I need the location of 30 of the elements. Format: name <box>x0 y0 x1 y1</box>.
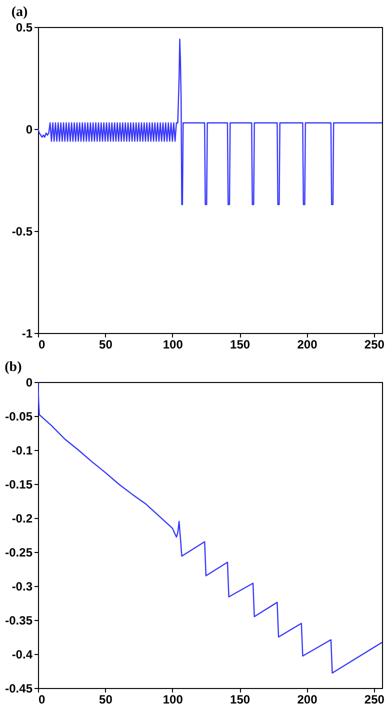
y-tick-label: 0 <box>26 376 33 390</box>
y-tick-label: -0.4 <box>12 648 33 662</box>
x-tick-label: 0 <box>38 692 46 706</box>
y-tick-label: -0.3 <box>12 580 33 594</box>
y-tick-label: -1 <box>22 326 33 340</box>
x-tick-label: 250 <box>364 338 385 352</box>
y-tick-label: -0.2 <box>12 512 33 526</box>
y-tick-label: 0 <box>26 122 33 136</box>
y-tick-label: -0.45 <box>5 682 33 696</box>
y-tick-label: -0.5 <box>12 224 33 238</box>
y-tick-label: -0.1 <box>12 444 33 458</box>
x-tick-label: 100 <box>162 338 184 352</box>
line-series <box>38 382 382 674</box>
y-tick-label: 0.5 <box>16 20 33 34</box>
x-tick-label: 200 <box>297 692 318 706</box>
y-tick-label: -0.15 <box>5 478 33 492</box>
x-tick-label: 50 <box>99 338 113 352</box>
x-tick-label: 200 <box>297 338 318 352</box>
x-tick-label: 250 <box>364 692 385 706</box>
x-tick-label: 50 <box>99 692 113 706</box>
x-tick-label: 150 <box>230 692 250 706</box>
x-tick-label: 0 <box>38 338 46 352</box>
line-series <box>38 38 382 206</box>
chart-title: (a) <box>11 5 28 20</box>
chart-title: (b) <box>4 360 22 375</box>
x-tick-label: 100 <box>162 692 184 706</box>
y-tick-label: -0.25 <box>5 546 33 560</box>
y-tick-label: -0.05 <box>5 410 33 424</box>
x-tick-label: 150 <box>230 338 250 352</box>
y-tick-label: -0.35 <box>5 614 33 628</box>
